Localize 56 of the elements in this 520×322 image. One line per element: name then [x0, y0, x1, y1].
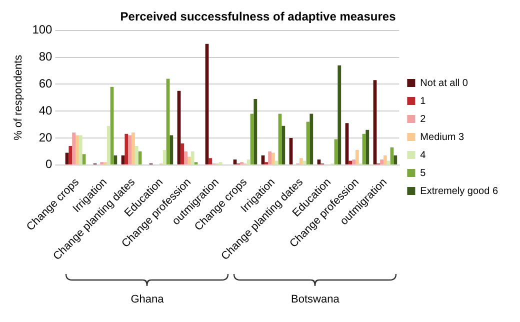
bar	[65, 152, 69, 164]
bar	[394, 155, 398, 164]
bar	[170, 135, 174, 164]
y-tick-label: 20	[38, 130, 53, 144]
legend-label: 1	[420, 96, 426, 107]
bar	[272, 152, 275, 164]
y-tick-label: 40	[38, 103, 53, 118]
bar	[72, 132, 76, 164]
bar	[348, 160, 352, 164]
bar	[380, 159, 384, 164]
bar	[386, 160, 390, 164]
text: Ghana	[130, 294, 165, 306]
legend-label: Extremely good 6	[420, 186, 498, 197]
bar	[132, 132, 135, 164]
bar	[254, 98, 258, 164]
bar	[299, 158, 303, 164]
bar	[268, 151, 272, 164]
bar	[162, 150, 166, 164]
bar	[68, 146, 72, 164]
chart-title: Perceived successfulness of adaptive measures	[120, 10, 396, 24]
bar	[76, 135, 79, 164]
legend-label: 4	[420, 150, 426, 161]
legend-label: Medium 3	[420, 132, 465, 143]
bar	[188, 156, 191, 164]
bar	[128, 135, 132, 164]
bar	[82, 154, 86, 164]
y-tick-label: 100	[32, 22, 53, 37]
bar	[233, 159, 237, 164]
bar	[352, 159, 356, 164]
bar	[190, 151, 194, 164]
bar	[274, 160, 278, 164]
legend-label: Not at all 0	[420, 78, 468, 89]
bar	[180, 143, 184, 164]
bar	[124, 134, 128, 164]
legend-label: 2	[420, 114, 426, 125]
bar	[282, 126, 286, 164]
y-tick-label: 80	[38, 50, 53, 64]
bar	[366, 130, 370, 164]
legend-label: 5	[420, 168, 426, 179]
bar	[355, 150, 359, 164]
y-axis-title: % of respondents	[12, 54, 25, 140]
bar	[383, 155, 387, 164]
bar	[246, 159, 250, 164]
y-tick-label: 0	[46, 157, 53, 172]
bar	[114, 155, 118, 164]
bar	[78, 135, 82, 164]
bar	[317, 159, 321, 164]
bar	[134, 146, 138, 164]
bar	[310, 114, 314, 164]
y-tick-label: 60	[38, 76, 53, 90]
text: Botswana	[291, 294, 340, 306]
bar	[208, 158, 212, 164]
bar	[184, 151, 188, 164]
bar	[302, 160, 306, 164]
bar	[106, 126, 110, 164]
bar	[338, 65, 342, 164]
